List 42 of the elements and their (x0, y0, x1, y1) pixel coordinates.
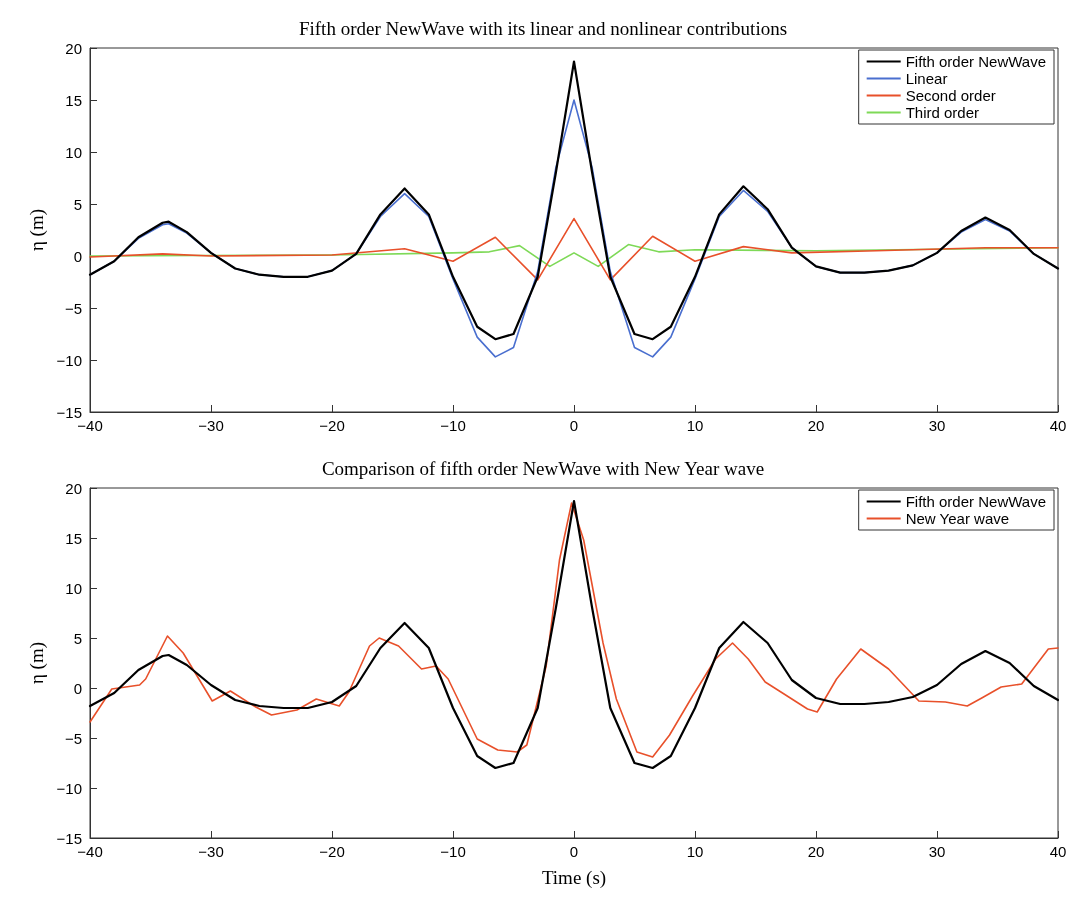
x-tick-label: −30 (198, 843, 224, 860)
y-tick-label: 10 (65, 579, 82, 597)
y-tick-label: 20 (65, 39, 82, 57)
legend-label: Second order (905, 87, 996, 104)
x-tick-label: 10 (686, 843, 704, 860)
y-tick-label: 5 (73, 195, 82, 213)
x-tick-label: 40 (1049, 417, 1067, 434)
legend-label: Fifth order NewWave (905, 53, 1047, 70)
y-tick-label: 15 (65, 529, 82, 547)
y-axis-title: η (m) (25, 208, 48, 252)
x-tick-label: 30 (928, 417, 946, 434)
y-tick-label: 20 (65, 479, 82, 497)
x-tick-label: 20 (807, 417, 825, 434)
line-series (89, 217, 1059, 281)
x-tick-label: 40 (1049, 843, 1067, 860)
x-tick-label: 10 (686, 417, 704, 434)
x-tick-label: −10 (440, 843, 466, 860)
y-tick-label: 10 (65, 143, 82, 161)
chart-title: Comparison of fifth order NewWave with New Year wave (321, 458, 765, 479)
legend-label: New Year wave (905, 510, 1010, 527)
y-tick-label: −5 (64, 299, 82, 317)
legend-label: Linear (905, 70, 948, 87)
legend-label: Fifth order NewWave (905, 493, 1047, 510)
x-axis-title: Time (s) (541, 867, 607, 889)
x-tick-label: −20 (319, 417, 345, 434)
y-tick-label: −10 (56, 779, 82, 797)
x-tick-label: −30 (198, 417, 224, 434)
y-tick-label: 5 (73, 629, 82, 647)
legend-label: Third order (905, 104, 980, 121)
x-tick-label: −10 (440, 417, 466, 434)
chart-title: Fifth order NewWave with its linear and nonlinear contributions (298, 18, 788, 39)
y-tick-label: −5 (64, 729, 82, 747)
x-tick-label: −20 (319, 843, 345, 860)
x-tick-label: 0 (569, 417, 579, 434)
y-tick-label: 0 (73, 679, 82, 697)
x-tick-label: 0 (569, 843, 579, 860)
x-tick-label: 30 (928, 843, 946, 860)
y-tick-label: 0 (73, 247, 82, 265)
y-tick-label: 15 (65, 91, 82, 109)
x-tick-label: 20 (807, 843, 825, 860)
y-axis-title: η (m) (25, 641, 48, 685)
y-tick-label: −10 (56, 351, 82, 369)
